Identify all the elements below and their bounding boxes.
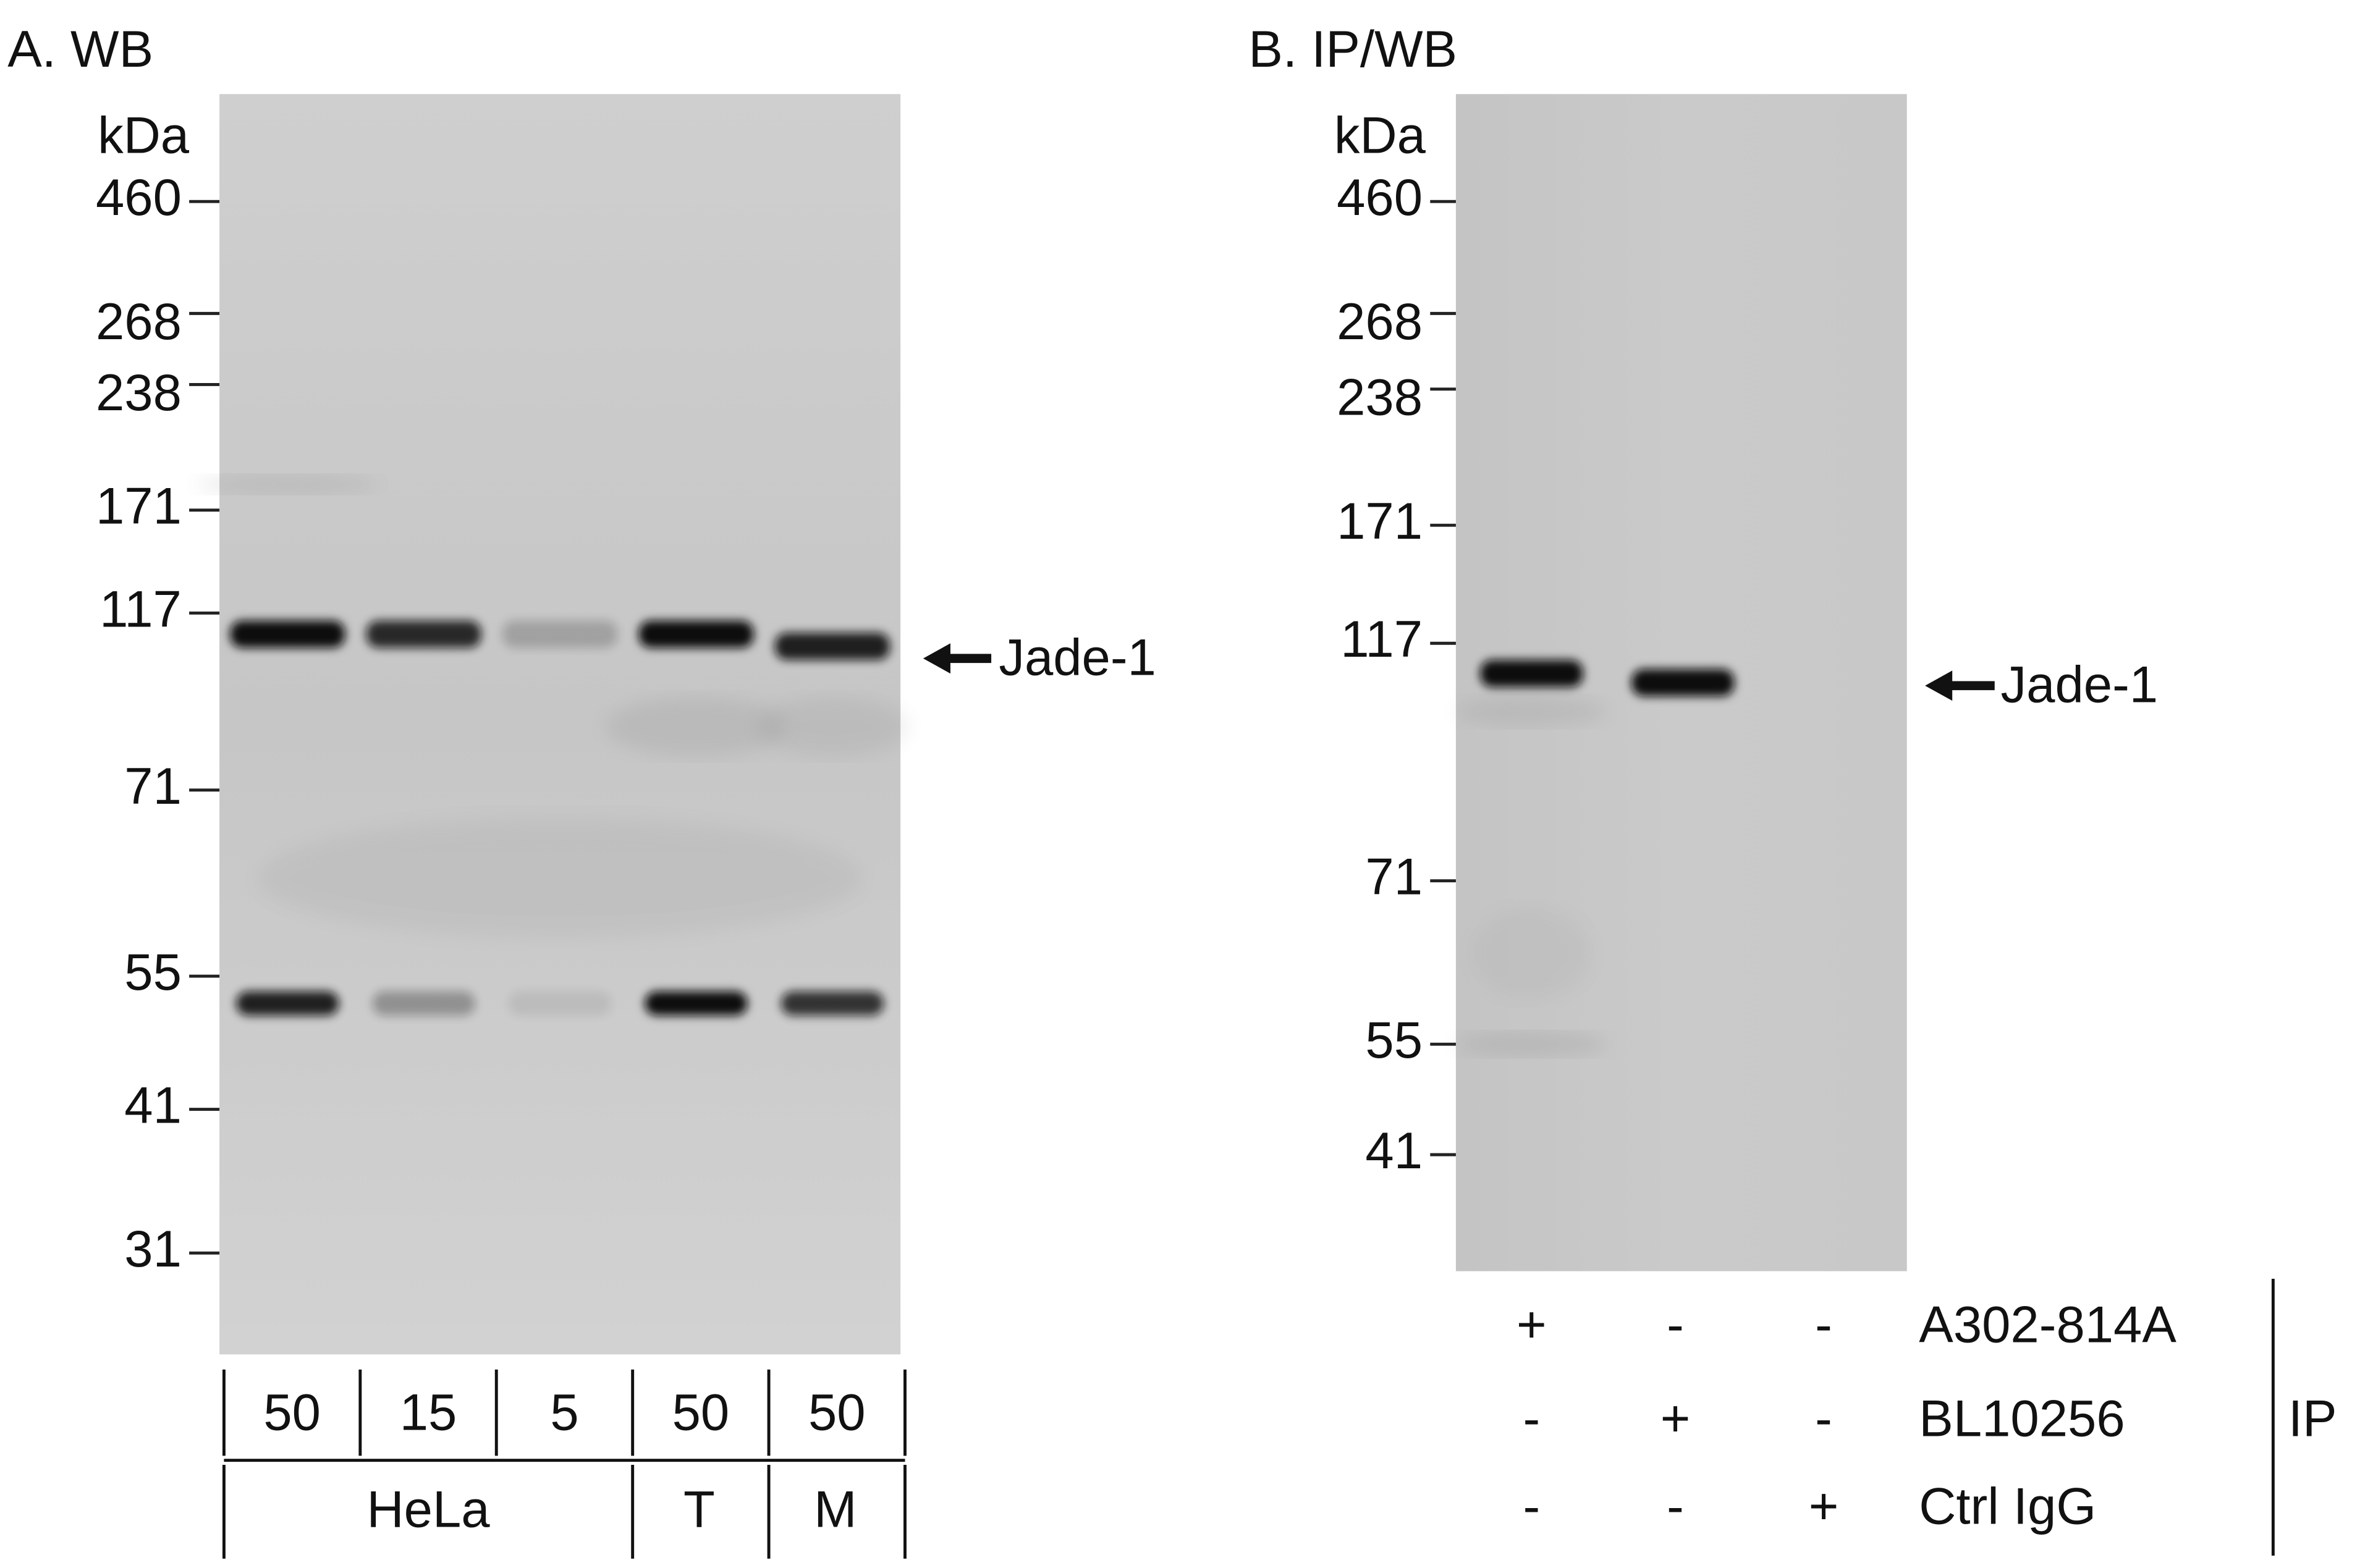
band-label: Jade-1 — [999, 629, 1156, 686]
lane-label: 5 — [550, 1384, 578, 1441]
smear — [1455, 1032, 1607, 1056]
row-label: A302-814A — [1919, 1296, 2176, 1354]
sign: - — [1523, 1389, 1541, 1447]
marker-label: 268 — [96, 293, 182, 350]
sign: + — [1516, 1296, 1547, 1354]
sign: + — [1660, 1389, 1691, 1447]
arrow — [923, 643, 992, 674]
marker-label: 31 — [124, 1220, 182, 1278]
band — [1631, 668, 1735, 696]
band — [372, 991, 475, 1016]
unit-label: kDa — [98, 107, 190, 164]
band — [508, 991, 612, 1016]
sign: + — [1809, 1478, 1839, 1535]
arrow — [1925, 670, 1995, 701]
band — [645, 991, 748, 1016]
lane-label: 15 — [400, 1384, 457, 1441]
lane-label: 50 — [808, 1384, 866, 1441]
sign: - — [1523, 1478, 1541, 1535]
panel-title: A. WB — [7, 20, 153, 78]
marker-label: 71 — [1365, 848, 1423, 906]
band — [502, 620, 618, 648]
lane-label: 50 — [263, 1384, 321, 1441]
band — [366, 620, 481, 648]
row-label: Ctrl IgG — [1919, 1478, 2096, 1535]
marker-label: 238 — [96, 364, 182, 421]
marker-label: 55 — [1365, 1011, 1423, 1069]
band — [230, 620, 345, 648]
band — [1480, 660, 1583, 688]
marker-label: 171 — [1337, 492, 1423, 550]
panel-title: B. IP/WB — [1248, 20, 1457, 78]
smear — [1455, 696, 1607, 727]
band — [774, 633, 890, 660]
smear — [756, 696, 908, 757]
marker-label: 171 — [96, 478, 182, 535]
group-label: HeLa — [367, 1480, 491, 1538]
band — [638, 620, 754, 648]
sign: - — [1667, 1478, 1684, 1535]
marker-label: 41 — [1365, 1122, 1423, 1179]
smear — [1471, 908, 1593, 999]
marker-label: 41 — [124, 1077, 182, 1134]
unit-label: kDa — [1334, 107, 1426, 164]
smear — [197, 475, 379, 494]
band-label: Jade-1 — [2001, 656, 2159, 714]
marker-label: 117 — [1340, 610, 1423, 668]
row-label: BL10256 — [1919, 1389, 2125, 1447]
sign: - — [1815, 1389, 1832, 1447]
marker-label: 460 — [1337, 169, 1423, 226]
lane-label: 50 — [672, 1384, 730, 1441]
marker-label: 238 — [1337, 368, 1423, 426]
marker-label: 55 — [124, 943, 182, 1001]
band — [236, 991, 339, 1016]
group-label: T — [683, 1480, 715, 1538]
smear — [605, 696, 787, 757]
ip-label: IP — [2288, 1389, 2337, 1447]
marker-label: 460 — [96, 169, 182, 226]
sign: - — [1815, 1296, 1832, 1354]
marker-label: 71 — [124, 757, 182, 815]
group-label: M — [814, 1480, 857, 1538]
band — [780, 991, 884, 1016]
smear — [257, 817, 863, 938]
marker-label: 268 — [1337, 293, 1423, 350]
sign: - — [1667, 1296, 1684, 1354]
marker-label: 117 — [99, 580, 182, 638]
